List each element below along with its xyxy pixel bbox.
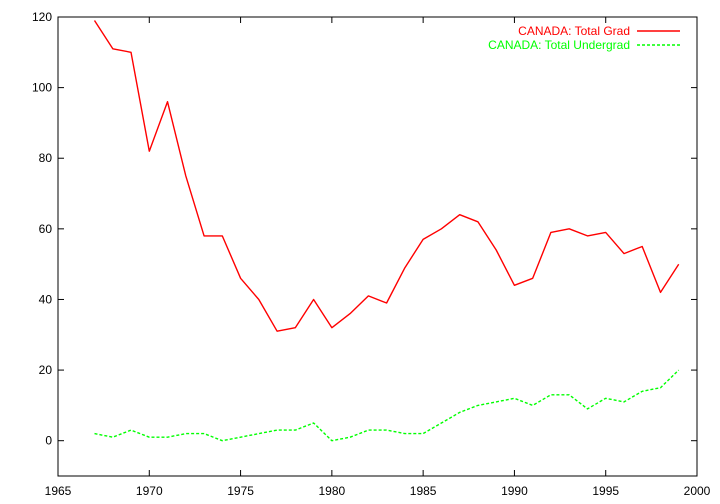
x-tick-label: 1990 bbox=[501, 484, 528, 498]
axis-ticks: 1965 1970 1975 1980 1985 1990 1995 2000 0 20 40 60 8… bbox=[32, 10, 711, 498]
series-layer bbox=[93, 20, 680, 442]
y-tick-label: 60 bbox=[39, 222, 53, 236]
y-tick-label: 0 bbox=[45, 434, 52, 448]
x-tick-label: 1965 bbox=[45, 484, 72, 498]
x-tick-label: 1970 bbox=[136, 484, 163, 498]
y-tick-label: 120 bbox=[32, 10, 52, 24]
series-line-1 bbox=[93, 20, 680, 332]
series-line-2 bbox=[94, 369, 680, 442]
plot-frame bbox=[57, 16, 698, 477]
x-tick-label: 1995 bbox=[592, 484, 619, 498]
y-tick-label: 20 bbox=[39, 363, 53, 377]
legend-label-1: CANADA: Total Grad bbox=[518, 24, 630, 38]
x-tick-label: 1980 bbox=[319, 484, 346, 498]
legend-label-2: CANADA: Total Undergrad bbox=[488, 38, 630, 52]
x-tick-label: 1975 bbox=[227, 484, 254, 498]
y-tick-label: 40 bbox=[39, 292, 53, 306]
x-tick-label: 1985 bbox=[410, 484, 437, 498]
x-tick-label: 2000 bbox=[684, 484, 711, 498]
y-tick-label: 100 bbox=[32, 81, 52, 95]
y-tick-label: 80 bbox=[39, 151, 53, 165]
